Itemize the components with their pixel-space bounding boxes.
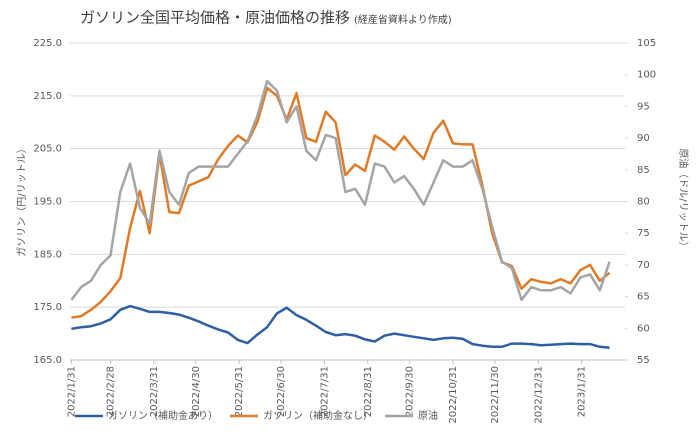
series-line [70, 79, 611, 302]
x-tick-label: 2022/10/31 [448, 366, 459, 424]
chart-subtitle: (経産省資料より作成) [354, 13, 452, 26]
legend-label: 原油 [418, 409, 438, 422]
x-tick-label: 2022/9/30 [405, 366, 416, 417]
x-tick-label: 2022/4/30 [191, 366, 202, 417]
x-tick-label: 2022/8/31 [363, 366, 374, 417]
x-tick-label: 2022/11/30 [490, 366, 501, 424]
y2-tick-label: 65 [637, 292, 650, 303]
y2-tick-label: 95 [637, 101, 650, 112]
y2-tick-label: 90 [637, 133, 650, 144]
legend-label: ガソリン（補助金あり） [108, 409, 218, 422]
y2-axis-title: 原油（ドル/リットル） [677, 148, 690, 251]
x-tick-label: 2023/1/31 [577, 366, 588, 417]
y2-tick-label: 100 [637, 70, 656, 81]
y2-tick-label: 105 [637, 38, 656, 49]
y-tick-label: 195.0 [33, 197, 62, 208]
y-tick-label: 175.0 [33, 302, 62, 313]
y-axis-title: ガソリン（円/リットル） [16, 143, 28, 256]
x-tick-label: 2022/7/31 [319, 366, 330, 417]
x-tick-label: 2022/1/31 [66, 366, 77, 417]
y2-tick-label: 70 [637, 260, 650, 271]
y-tick-label: 225.0 [33, 38, 62, 49]
chart-title: ガソリン全国平均価格・原油価格の推移 [80, 9, 350, 27]
y2-tick-label: 60 [637, 323, 650, 334]
legend-label: ガソリン（補助金なし） [263, 409, 373, 422]
y2-tick-label: 85 [637, 165, 650, 176]
x-tick-label: 2022/2/28 [106, 366, 117, 417]
x-tick-label: 2022/6/30 [276, 366, 287, 417]
y2-tick-label: 80 [637, 197, 650, 208]
y-tick-label: 205.0 [33, 144, 62, 155]
y2-tick-label: 75 [637, 228, 650, 239]
y-tick-label: 165.0 [33, 355, 62, 366]
y-tick-label: 215.0 [33, 91, 62, 102]
x-tick-label: 2022/12/31 [533, 366, 544, 424]
x-tick-label: 2022/5/31 [234, 366, 245, 417]
y-tick-label: 185.0 [33, 249, 62, 260]
series-line [71, 86, 611, 319]
x-tick-label: 2022/3/31 [149, 366, 160, 417]
series-line [71, 304, 610, 350]
y2-tick-label: 55 [637, 355, 650, 366]
